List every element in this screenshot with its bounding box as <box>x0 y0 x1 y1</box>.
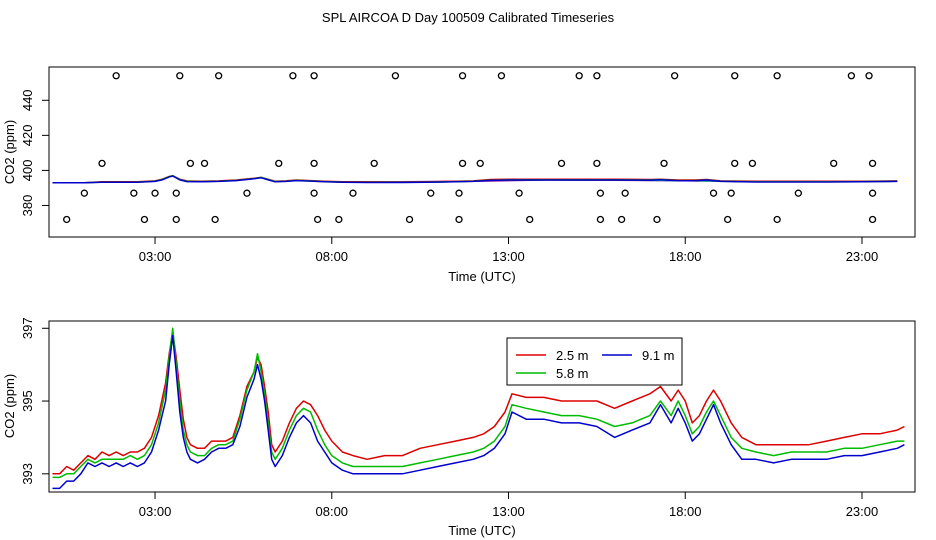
top-ylabel: CO2 (ppm) <box>2 120 17 184</box>
top-point <box>391 72 400 80</box>
bottom-xtick-label: 03:00 <box>139 504 172 519</box>
top-point <box>335 215 343 224</box>
top-point <box>140 215 149 224</box>
top-point <box>80 189 88 197</box>
top-point <box>405 215 414 224</box>
bottom-series-2-5-m <box>52 331 905 475</box>
top-ytick-label: 400 <box>20 160 35 182</box>
top-point <box>515 189 523 197</box>
top-point <box>557 159 566 168</box>
top-point <box>621 189 629 197</box>
top-point <box>653 215 661 224</box>
legend-label-2-5m: 2.5 m <box>556 348 589 363</box>
top-point <box>215 72 223 80</box>
top-point <box>289 72 297 80</box>
top-point <box>349 189 357 197</box>
top-point <box>617 215 626 224</box>
top-point <box>596 189 605 197</box>
top-point <box>211 215 219 224</box>
top-point <box>310 189 318 197</box>
top-point <box>575 72 583 80</box>
top-point <box>172 189 180 197</box>
top-point <box>455 215 463 224</box>
top-point <box>313 215 322 224</box>
bottom-xtick-label: 23:00 <box>846 504 879 519</box>
top-point <box>275 159 283 168</box>
top-point <box>731 72 739 80</box>
top-xtick-label: 18:00 <box>669 249 702 264</box>
top-point <box>868 159 877 168</box>
top-point <box>660 159 668 168</box>
top-point <box>731 159 739 168</box>
bottom-ytick-label: 395 <box>20 390 35 412</box>
top-point <box>200 159 209 168</box>
top-point <box>186 159 195 168</box>
top-point <box>455 189 463 197</box>
bottom-plot-frame <box>48 320 916 493</box>
top-point <box>476 159 484 168</box>
top-point <box>709 189 718 197</box>
top-ytick-label: 420 <box>20 124 35 146</box>
top-point <box>748 159 757 168</box>
top-point <box>370 159 378 168</box>
top-point <box>794 189 803 197</box>
top-point <box>310 159 318 168</box>
bottom-ytick-label: 393 <box>20 463 35 485</box>
top-point <box>773 215 781 224</box>
top-point <box>98 159 106 168</box>
top-xtick-label: 03:00 <box>139 249 172 264</box>
top-xtick-label: 13:00 <box>492 249 525 264</box>
top-series-9-1-m <box>52 175 898 184</box>
legend-box <box>506 337 683 386</box>
bottom-xlabel: Time (UTC) <box>448 523 515 538</box>
top-panel: Time (UTC) CO2 (ppm) 03:00 08:00 13:00 18:0… <box>2 66 916 284</box>
top-xtick-label: 23:00 <box>846 249 879 264</box>
top-point <box>458 72 467 80</box>
top-point <box>497 72 506 80</box>
top-point <box>130 189 138 197</box>
top-point <box>670 72 679 80</box>
top-point <box>593 72 601 80</box>
bottom-series-9-1-m <box>52 334 905 490</box>
bottom-xtick-label: 13:00 <box>492 504 525 519</box>
top-point <box>868 189 877 197</box>
top-point <box>151 189 159 197</box>
top-point <box>727 189 735 197</box>
top-point <box>596 215 605 224</box>
top-point <box>243 189 251 197</box>
top-point <box>526 215 534 224</box>
top-point <box>865 72 873 80</box>
top-ytick-label: 380 <box>20 195 35 217</box>
bottom-ylabel: CO2 (ppm) <box>2 374 17 438</box>
top-plot-frame <box>48 66 916 238</box>
bottom-xtick-label: 08:00 <box>316 504 349 519</box>
top-point <box>830 159 838 168</box>
top-point <box>176 72 184 80</box>
bottom-ytick-label: 397 <box>20 317 35 339</box>
legend: 2.5 m 9.1 m 5.8 m <box>506 337 683 386</box>
top-point <box>847 72 856 80</box>
top-xlabel: Time (UTC) <box>448 269 515 284</box>
top-point <box>773 72 781 80</box>
top-point <box>172 215 180 224</box>
figure-title: SPL AIRCOA D Day 100509 Calibrated Times… <box>322 10 615 25</box>
top-point <box>63 215 71 224</box>
bottom-panel: Time (UTC) CO2 (ppm) 2.5 m 9.1 m 5.8 m 0… <box>2 317 916 538</box>
top-xtick-label: 08:00 <box>316 249 349 264</box>
top-point <box>310 72 318 80</box>
top-point <box>112 72 120 80</box>
legend-label-9-1m: 9.1 m <box>642 348 675 363</box>
top-ytick-label: 440 <box>20 89 35 111</box>
top-point <box>427 189 435 197</box>
top-point <box>868 215 877 224</box>
legend-label-5-8m: 5.8 m <box>556 366 589 381</box>
bottom-series-5-8-m <box>52 327 905 479</box>
top-point <box>724 215 732 224</box>
top-point <box>593 159 601 168</box>
top-point <box>458 159 467 168</box>
bottom-xtick-label: 18:00 <box>669 504 702 519</box>
